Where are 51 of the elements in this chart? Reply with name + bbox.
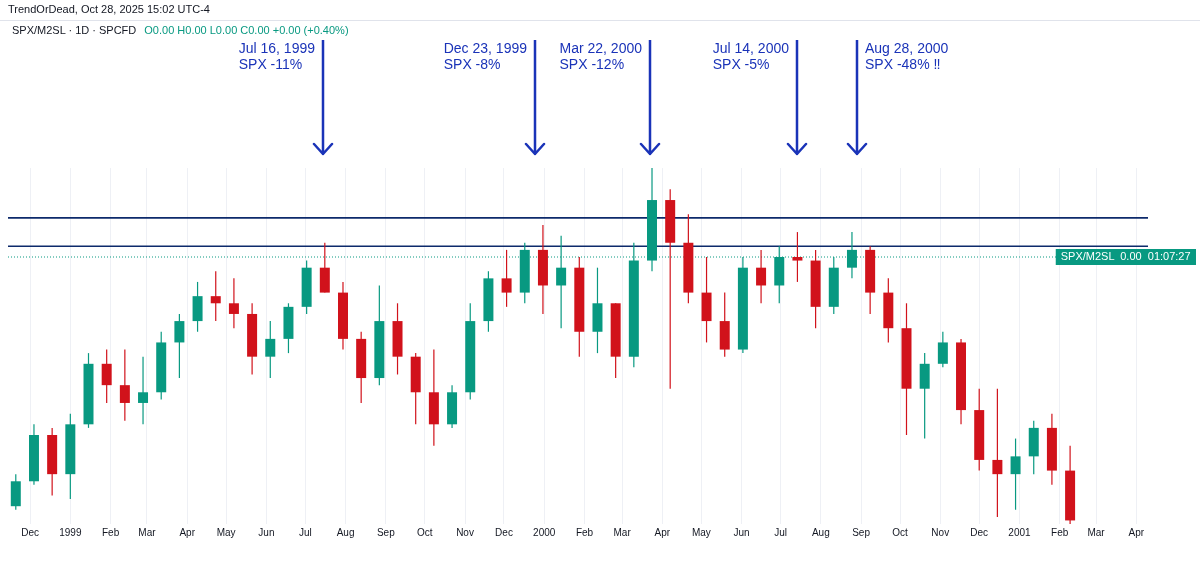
candlestick: [792, 231, 803, 283]
x-tick-label: Mar: [613, 526, 632, 538]
x-tick-label: Nov: [456, 526, 474, 538]
x-tick-label: Mar: [138, 526, 157, 538]
candlestick: [138, 356, 149, 425]
x-tick-label: Apr: [654, 526, 671, 538]
candlestick: [756, 249, 767, 304]
x-tick-label: Mar: [1087, 526, 1106, 538]
x-tick-label: Jul: [298, 526, 312, 538]
x-tick-label: Oct: [417, 526, 433, 538]
x-tick-label: Sep: [376, 526, 396, 538]
x-tick-label: Aug: [336, 526, 355, 538]
x-tick-label: Apr: [179, 526, 196, 538]
x-tick-label: Sep: [852, 526, 871, 538]
x-tick-label: Nov: [931, 526, 950, 538]
x-tick-label: Feb: [575, 526, 594, 538]
x-tick-label: Dec: [495, 526, 513, 538]
chart-title: SPX/M2SL · 1D · SPCFD: [12, 24, 137, 36]
candlestick: [228, 277, 239, 329]
x-tick-label: Dec: [970, 526, 989, 538]
x-tick-label: 2001: [1008, 526, 1032, 538]
x-tick-label: Dec: [21, 526, 39, 538]
x-tick-label: 1999: [59, 526, 82, 538]
candlestick: [101, 348, 112, 404]
x-tick-label: May: [216, 526, 236, 538]
x-tick-label: Feb: [1051, 526, 1069, 538]
x-tick-label: 2000: [533, 526, 556, 538]
x-tick-label: May: [691, 526, 711, 538]
text: Aug 28, 2000 SPX -48% ‼: [865, 40, 949, 72]
text: Dec 23, 1999 SPX -8%: [443, 40, 527, 72]
candlestick: [501, 249, 512, 308]
chart-subtitle: O0.00 H0.00 L0.00 C0.00 +0.00 (+0.40%): [144, 24, 349, 36]
ref-line-label: SPX/M2SL 0.00 01:07:27: [1060, 250, 1191, 263]
x-tick-label: Apr: [1128, 526, 1145, 538]
text: Jul 16, 1999 SPX -11%: [238, 40, 315, 72]
x-tick-label: Aug: [811, 526, 830, 538]
candlestick: [937, 331, 948, 368]
text: Mar 22, 2000 SPX -12%: [559, 40, 642, 72]
candlestick: [265, 320, 276, 379]
candlestick: [119, 348, 130, 422]
x-tick-label: Jun: [258, 526, 275, 538]
x-tick-label: Oct: [892, 526, 908, 538]
x-tick-label: Feb: [101, 526, 120, 538]
text: Jul 14, 2000 SPX -5%: [712, 40, 789, 72]
candlestick: [992, 388, 1003, 518]
candlestick: [210, 270, 221, 322]
x-tick-label: Jun: [733, 526, 750, 538]
x-tick-label: Jul: [774, 526, 787, 538]
candlestick: [1010, 437, 1021, 511]
text: TrendOrDead, Oct 28, 2025 15:02 UTC-4: [8, 3, 210, 15]
candlestick: [174, 313, 185, 379]
